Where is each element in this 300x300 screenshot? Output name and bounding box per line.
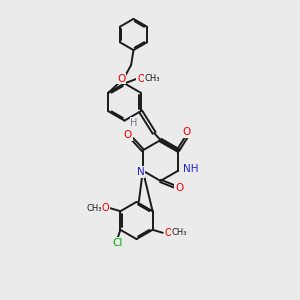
Text: Cl: Cl <box>112 238 123 248</box>
Text: O: O <box>117 74 125 84</box>
Text: O: O <box>102 203 109 213</box>
Text: H: H <box>130 118 138 128</box>
Text: O: O <box>164 228 172 238</box>
Text: N: N <box>136 167 144 177</box>
Text: CH₃: CH₃ <box>86 204 102 213</box>
Text: O: O <box>182 127 191 137</box>
Text: O: O <box>124 130 132 140</box>
Text: CH₃: CH₃ <box>145 74 160 83</box>
Text: NH: NH <box>183 164 199 174</box>
Text: CH₃: CH₃ <box>172 228 188 237</box>
Text: O: O <box>137 74 145 84</box>
Text: O: O <box>175 183 183 193</box>
